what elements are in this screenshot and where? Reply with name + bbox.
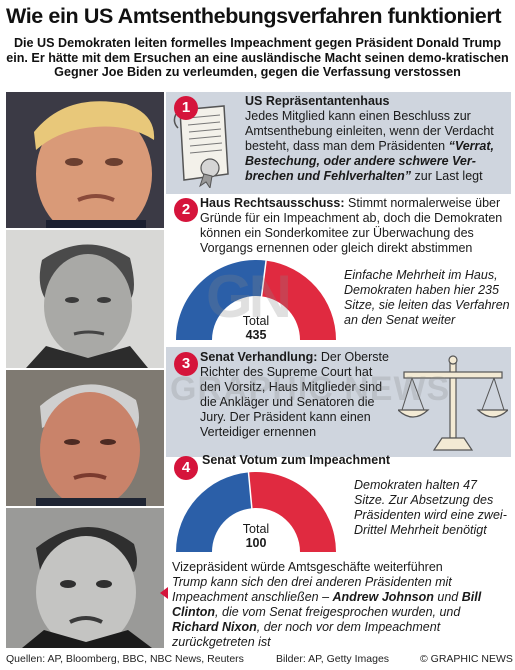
page-title: Wie ein US Amtsenthebungsverfahren funkt…	[6, 4, 502, 28]
step-2-description: Haus Rechtsausschuss: Stimmt normalerwei…	[200, 196, 512, 256]
step-2-text: Stimmt normalerweise über Gründe für ein…	[200, 196, 503, 255]
closing-and: und	[437, 590, 459, 604]
closing-line-1: Vizepräsident würde Amtsgeschäfte weiter…	[172, 560, 443, 574]
seats-divider	[247, 470, 253, 511]
closing-text-c: , der noch vor dem Impeachment zurückget…	[172, 620, 441, 649]
step-1-text: Jedes Mitglied kann einen Beschluss zur …	[245, 109, 494, 153]
step-4-note: Demokraten halten 47 Sitze. Zur Absetzun…	[354, 478, 507, 537]
step-1-text-end: zur Last legt	[414, 169, 483, 183]
house-seats-chart	[176, 258, 336, 340]
closing-text-a: Trump kann sich den drei anderen Präside…	[172, 575, 452, 604]
step-4-heading: Senat Votum zum Impeachment	[202, 453, 390, 467]
closing-text-b: , die vom Senat freigesprochen wurden, u…	[215, 605, 461, 619]
document-scroll-icon	[170, 104, 232, 193]
seats-segment-demokraten	[176, 260, 267, 340]
name-bill-clinton: Bill Clinton	[172, 590, 482, 619]
step-3-text: Der Oberste Richter des Supreme Court ha…	[200, 350, 389, 439]
page-subtitle: Die US Demokraten leiten formelles Impea…	[6, 36, 509, 79]
house-total-value: 435	[245, 328, 267, 342]
photo-donald-trump	[6, 92, 164, 228]
scales-of-justice-icon	[396, 354, 510, 457]
house-total-label: Total	[242, 314, 270, 328]
pointer-arrow-icon	[160, 587, 168, 599]
photo-strip	[6, 92, 164, 648]
senate-total-label: Total	[242, 522, 270, 536]
step-2-heading: Haus Rechtsausschuss:	[200, 196, 345, 210]
step-3-description: Senat Verhandlung: Der Oberste Richter d…	[200, 350, 396, 440]
step-1-heading: US Repräsentantenhaus	[245, 94, 390, 108]
senate-total-value: 100	[245, 536, 267, 550]
name-richard-nixon: Richard Nixon	[172, 620, 257, 634]
step-1-quote: “Verrat, Bestechung, oder andere schwere…	[245, 139, 495, 183]
senate-total: Total 100	[226, 522, 286, 550]
step-1-badge: 1	[174, 96, 198, 120]
seats-divider	[260, 258, 268, 299]
footer-copyright: © GRAPHIC NEWS	[420, 653, 513, 665]
footer-sources: Quellen: AP, Bloomberg, BBC, NBC News, R…	[6, 653, 244, 665]
step-3-badge: 3	[174, 352, 198, 376]
seats-segment-republikaner	[248, 472, 336, 552]
step-3-heading: Senat Verhandlung:	[200, 350, 318, 364]
senate-seats-chart	[176, 470, 336, 552]
seats-segment-republikaner	[261, 260, 336, 340]
step-2-badge: 2	[174, 198, 198, 222]
photo-andrew-johnson	[6, 230, 164, 368]
footer-images: Bilder: AP, Getty Images	[276, 653, 390, 665]
name-andrew-johnson: Andrew Johnson	[332, 590, 434, 604]
seats-segment-demokraten	[176, 472, 252, 552]
closing-paragraph: Trump kann sich den drei anderen Präside…	[172, 575, 510, 650]
photo-bill-clinton	[6, 370, 164, 506]
step-4-badge: 4	[174, 456, 198, 480]
step-1-description: US Repräsentantenhaus Jedes Mitglied kan…	[245, 94, 509, 184]
step-2-note: Einfache Mehrheit im Haus, Demokraten ha…	[344, 268, 510, 327]
photo-richard-nixon	[6, 508, 164, 648]
house-total: Total 435	[226, 314, 286, 342]
closing-text: Vizepräsident würde Amtsgeschäfte weiter…	[172, 560, 510, 650]
